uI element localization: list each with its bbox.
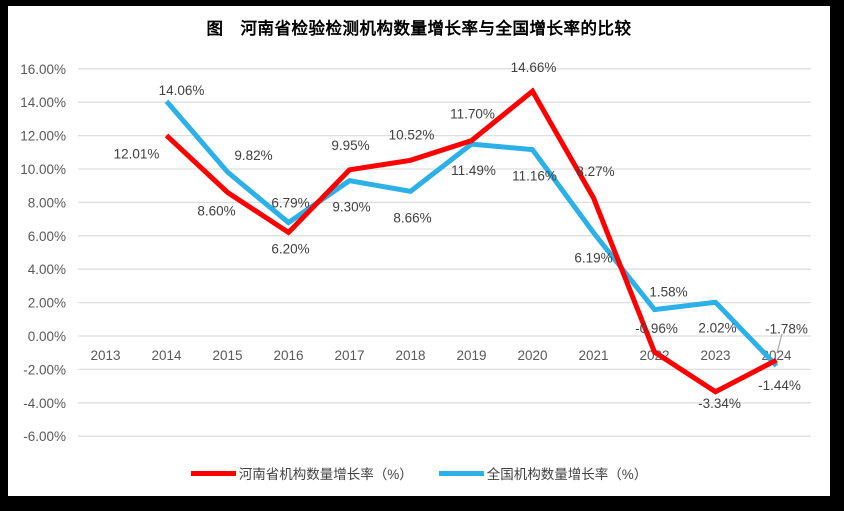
x-axis-tick-label: 2018 — [395, 348, 425, 363]
national-series-label: 全国机构数量增长率（%） — [486, 467, 648, 482]
data-label: 11.49% — [451, 163, 496, 178]
data-label: 14.66% — [511, 60, 557, 75]
data-label: 8.60% — [197, 203, 235, 218]
y-axis-tick-label: -6.00% — [23, 429, 66, 444]
chart-page: 16.00% 14.00% 12.00% 10.00% 8.00% 6.00% 4.00% 2… — [8, 6, 830, 496]
data-label: 11.70% — [450, 107, 495, 122]
y-axis-tick-label: 12.00% — [20, 129, 66, 144]
data-label: -0.96% — [635, 321, 678, 336]
data-label: 12.01% — [114, 146, 160, 161]
data-label: 6.19% — [574, 251, 612, 266]
data-label: -1.44% — [758, 378, 801, 393]
chart-legend: 河南省机构数量增长率（%） 全国机构数量增长率（%） — [8, 463, 830, 483]
x-axis-tick-label: 2015 — [212, 348, 242, 363]
henan-series-swatch — [190, 470, 236, 476]
data-label: -1.78% — [765, 322, 808, 337]
x-axis-tick-label: 2021 — [578, 348, 608, 363]
x-axis-tick-label: 2017 — [334, 348, 364, 363]
y-axis-tick-label: 6.00% — [28, 229, 66, 244]
data-label: 2.02% — [698, 320, 736, 335]
data-label: 1.58% — [649, 285, 687, 300]
y-axis-tick-label: 8.00% — [28, 195, 66, 210]
x-axis-tick-label: 2013 — [90, 348, 120, 363]
henan-series-label: 河南省机构数量增长率（%） — [238, 467, 413, 482]
data-label: 6.20% — [271, 241, 309, 256]
y-axis-tick-label: -4.00% — [23, 396, 66, 411]
data-label: 11.16% — [512, 169, 557, 184]
x-axis-tick-label: 2020 — [517, 348, 547, 363]
x-axis-tick-label: 2019 — [456, 348, 486, 363]
x-axis-tick-label: 2014 — [151, 348, 182, 363]
legend-item-henan: 河南省机构数量增长率（%） — [190, 463, 413, 483]
data-label: -3.34% — [698, 396, 741, 411]
data-label: 8.27% — [576, 164, 614, 179]
data-label: 8.66% — [393, 210, 431, 225]
y-axis-tick-label: 14.00% — [20, 95, 66, 110]
y-axis-tick-label: 2.00% — [28, 296, 66, 311]
data-label: 6.79% — [271, 196, 309, 211]
x-axis-tick-label: 2016 — [273, 348, 303, 363]
series-line-henan — [164, 87, 778, 395]
y-axis-tick-label: 0.00% — [28, 329, 66, 344]
national-series-swatch — [438, 470, 484, 476]
y-axis-tick-label: -2.00% — [23, 362, 66, 377]
series-line-national — [164, 99, 779, 368]
data-label: 14.06% — [159, 83, 205, 98]
line-chart: 16.00% 14.00% 12.00% 10.00% 8.00% 6.00% 4.00% 2… — [20, 60, 811, 444]
y-axis-tick-label: 10.00% — [20, 162, 66, 177]
data-label: 10.52% — [389, 127, 435, 142]
x-axis-tick-label: 2023 — [700, 348, 730, 363]
data-label: 9.95% — [331, 138, 369, 153]
data-label-leader-line — [776, 333, 783, 354]
data-label: 9.82% — [234, 148, 272, 163]
chart-title: 图 河南省检验检测机构数量增长率与全国增长率的比较 — [206, 20, 632, 38]
y-axis-tick-label: 4.00% — [28, 262, 66, 277]
legend-item-national: 全国机构数量增长率（%） — [438, 463, 648, 483]
data-label: 9.30% — [332, 200, 370, 215]
y-axis-tick-label: 16.00% — [20, 62, 66, 77]
